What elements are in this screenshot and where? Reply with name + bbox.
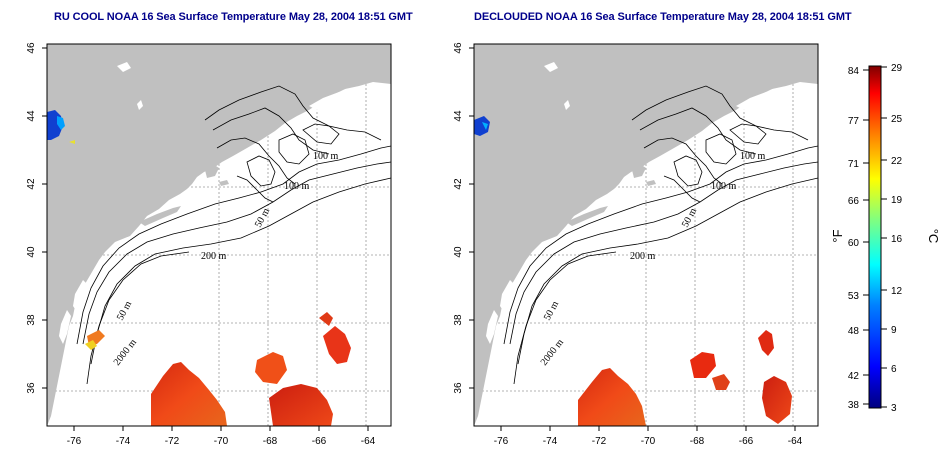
- f-tick-label: 60: [848, 238, 860, 249]
- temperature-colorbar: 84 77 71 66 60 53 48 42 38 29 25 22 19 1…: [830, 63, 941, 414]
- lon-tick-label: -70: [641, 436, 656, 447]
- c-tick-label: 22: [891, 156, 903, 167]
- lon-tick-label: -74: [116, 436, 131, 447]
- lat-tick-label: 42: [453, 178, 464, 190]
- right-map-title: DECLOUDED NOAA 16 Sea Surface Temperatur…: [474, 11, 852, 23]
- celsius-unit-label: °C: [926, 229, 941, 244]
- c-tick-label: 16: [891, 234, 903, 245]
- left-map-frame: [46, 43, 392, 427]
- contour-label-100m-a: 100 m: [740, 151, 766, 162]
- fahrenheit-unit-label: °F: [830, 229, 845, 242]
- c-tick-label: 19: [891, 195, 903, 206]
- f-tick-label: 53: [848, 291, 860, 302]
- f-tick-label: 77: [848, 116, 860, 127]
- lon-tick-label: -66: [312, 436, 327, 447]
- lat-tick-label: 38: [26, 314, 37, 326]
- colorbar-gradient: [868, 65, 882, 409]
- left-map-title: RU COOL NOAA 16 Sea Surface Temperature …: [54, 11, 413, 23]
- lon-tick-label: -72: [592, 436, 607, 447]
- contour-label-100m-a: 100 m: [313, 151, 339, 162]
- right-map-frame: [473, 43, 819, 427]
- f-tick-label: 48: [848, 326, 860, 337]
- f-tick-label: 71: [848, 159, 860, 170]
- left-sst-patches: [47, 110, 351, 426]
- c-tick-label: 12: [891, 286, 903, 297]
- lon-tick-label: -74: [543, 436, 558, 447]
- lat-tick-label: 46: [453, 42, 464, 54]
- c-tick-label: 29: [891, 63, 903, 74]
- contour-label-200m: 200 m: [630, 251, 656, 262]
- c-tick-label: 9: [891, 325, 897, 336]
- c-tick-label: 6: [891, 364, 897, 375]
- lat-tick-label: 36: [26, 382, 37, 394]
- right-lon-axis: -76 -74 -72 -70 -68 -66 -64: [494, 436, 803, 447]
- lat-tick-label: 38: [453, 314, 464, 326]
- lat-tick-label: 42: [26, 178, 37, 190]
- lon-tick-label: -70: [214, 436, 229, 447]
- lon-tick-label: -64: [361, 436, 376, 447]
- contour-label-100m-b: 100 m: [284, 181, 310, 192]
- left-lon-axis: -76 -74 -72 -70 -68 -66 -64: [67, 436, 376, 447]
- lat-tick-label: 44: [453, 110, 464, 122]
- right-sst-patches: [474, 116, 792, 426]
- f-tick-label: 84: [848, 66, 860, 77]
- c-tick-label: 3: [891, 403, 897, 414]
- lon-tick-label: -72: [165, 436, 180, 447]
- lon-tick-label: -68: [690, 436, 705, 447]
- left-lat-axis: 46 44 42 40 38 36: [26, 42, 37, 394]
- lat-tick-label: 40: [453, 246, 464, 258]
- lon-tick-label: -64: [788, 436, 803, 447]
- lat-tick-label: 46: [26, 42, 37, 54]
- left-map-panel: [46, 43, 392, 427]
- f-tick-label: 66: [848, 196, 860, 207]
- f-tick-label: 42: [848, 371, 860, 382]
- contour-label-100m-b: 100 m: [711, 181, 737, 192]
- fahrenheit-ticks: 84 77 71 66 60 53 48 42 38: [848, 66, 860, 411]
- lon-tick-label: -68: [263, 436, 278, 447]
- lat-tick-label: 36: [453, 382, 464, 394]
- contour-label-200m: 200 m: [201, 251, 227, 262]
- right-map-panel: [473, 43, 819, 427]
- lat-tick-label: 44: [26, 110, 37, 122]
- right-lat-axis: 46 44 42 40 38 36: [453, 42, 464, 394]
- lon-tick-label: -76: [67, 436, 82, 447]
- lon-tick-label: -76: [494, 436, 509, 447]
- lon-tick-label: -66: [739, 436, 754, 447]
- f-tick-label: 38: [848, 400, 860, 411]
- c-tick-label: 25: [891, 114, 903, 125]
- celsius-ticks: 29 25 22 19 16 12 9 6 3: [891, 63, 903, 414]
- lat-tick-label: 40: [26, 246, 37, 258]
